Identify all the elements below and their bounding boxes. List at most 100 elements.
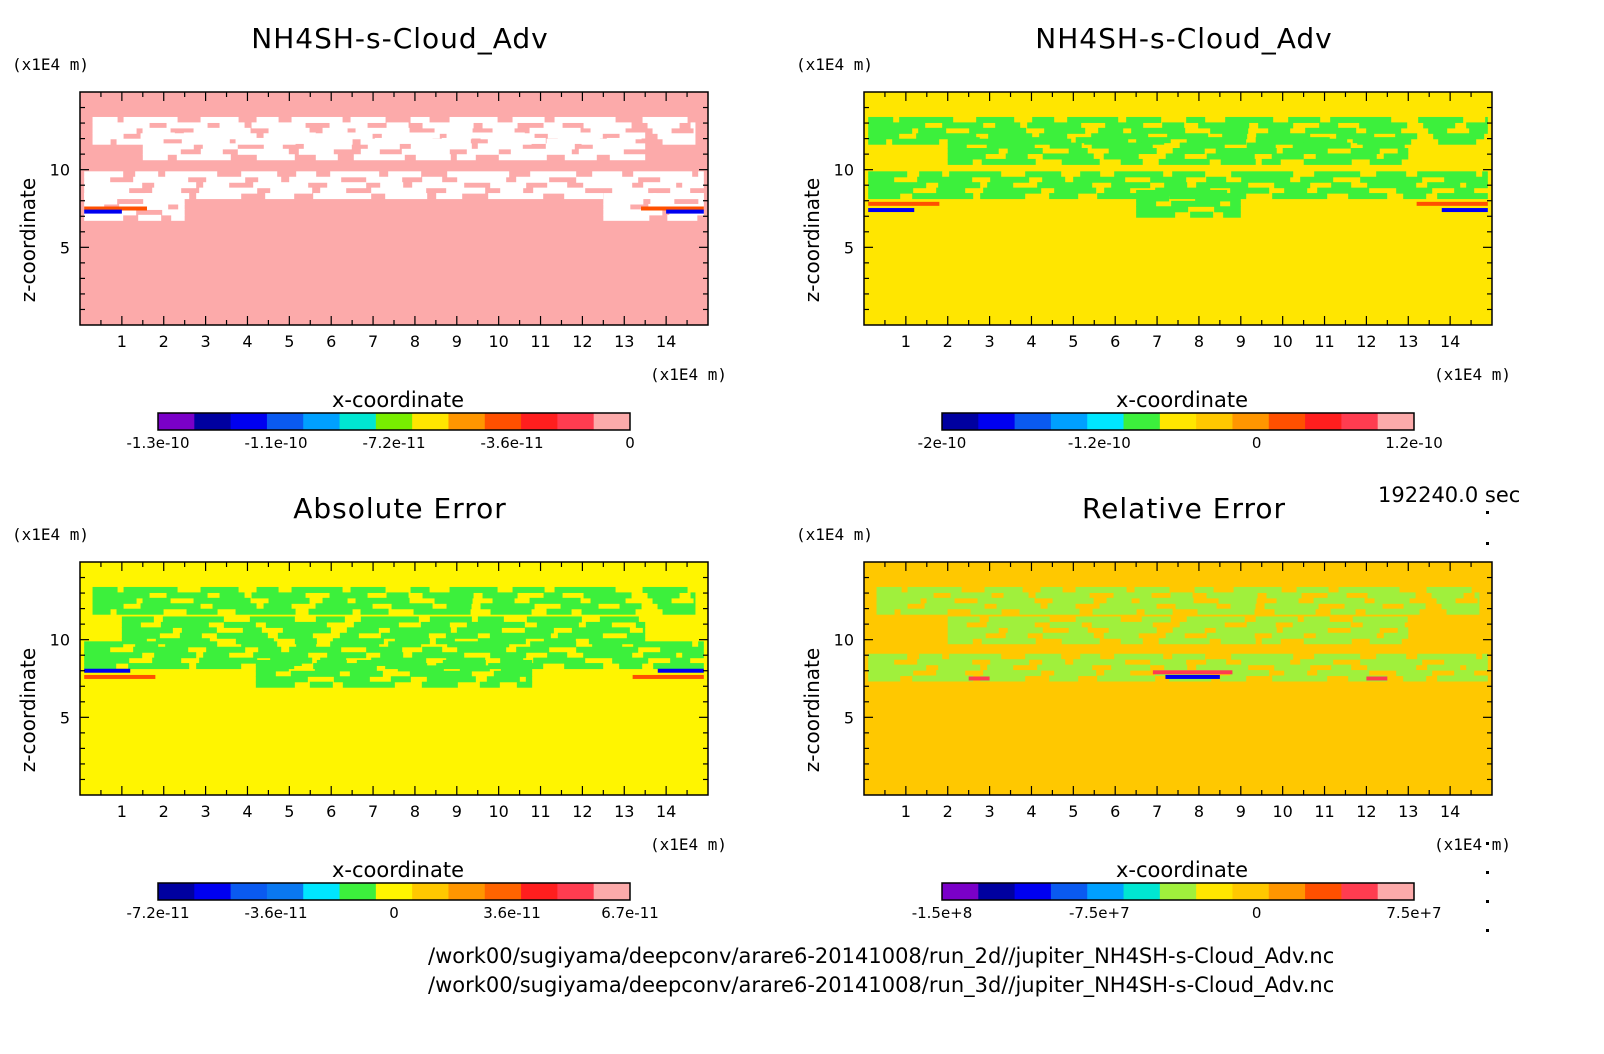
cloud-patch [1474,592,1480,599]
cloud-patch [216,632,268,639]
cloud-patch [388,641,422,648]
cloud-patch [1186,116,1206,123]
contour-band [1441,208,1488,213]
cloud-patch [1230,670,1270,677]
cloud-patch [868,122,926,129]
cloud-patch [121,616,154,623]
cloud-patch [92,586,118,593]
cloud-patch [429,616,472,623]
cloud-patch [1210,127,1249,134]
cloud-patch [142,137,162,144]
cloud-patch [1230,603,1256,610]
cloud-patch [1331,664,1352,671]
cloud-patch [1196,664,1249,671]
cloud-patch [868,171,908,178]
cloud-patch [554,116,616,123]
cloud-patch [1052,597,1094,604]
colorbar-swatch [1196,413,1233,430]
x-tick-label: 13 [614,332,634,351]
cloud-patch [988,137,1050,144]
colorbar-frame [941,412,1415,431]
colorbar-label: -7.2e-11 [363,434,426,452]
x-tick-label: 1 [117,332,127,351]
colorbar-frame [941,882,1415,901]
cloud-patch [529,597,581,604]
cloud-patch [1241,176,1291,183]
cloud-patch [693,127,696,134]
cloud-patch [84,182,143,189]
contour-band [968,676,990,681]
cloud-patch [1049,193,1079,200]
cloud-patch [155,638,210,645]
colorbar-swatch [158,883,195,900]
cloud-patch [489,632,551,639]
cloud-patch [1336,133,1375,140]
cloud-patch [479,681,500,688]
cloud-patch [912,675,974,682]
cloud-patch [1113,592,1152,599]
cloud-patch [986,621,1035,628]
cloud-patch [1444,659,1488,666]
cloud-patch [1172,171,1206,178]
cloud-patch [181,137,230,144]
cloud-patch [1186,616,1245,623]
cloud-patch [255,670,276,677]
cloud-patch [482,122,518,129]
cloud-patch [265,193,295,200]
cloud-patch [339,632,359,639]
x-tick-label: 2 [159,332,169,351]
cloud-patch [1427,664,1461,671]
cloud-patch [253,652,309,659]
chart-panel: Relative Error (x1E4 m) (x1E4 m) z-coordina… [784,470,1564,940]
cloud-patch [449,116,498,123]
cloud-patch [1150,176,1187,183]
cloud-patch [1108,627,1157,634]
cloud-patch [1035,592,1090,599]
x-tick-label: 6 [1110,802,1120,821]
x-tick-label: 1 [901,332,911,351]
cloud-patch [1376,653,1407,660]
cloud-patch [92,122,150,129]
cloud-patch [242,627,262,634]
cloud-patch [1300,659,1334,666]
z-tick-label: 5 [60,238,70,257]
cloud-patch [286,137,348,144]
cloud-patch [1231,653,1294,660]
cloud-patch [490,182,527,189]
cloud-patch [1362,621,1405,628]
cloud-patch [868,138,887,145]
cloud-patch [652,127,672,134]
colorbar-label: 7.5e+7 [1386,904,1441,922]
cloud-patch [560,603,599,610]
file-path-3d: /work00/sugiyama/deepconv/arare6-2014100… [428,973,1335,997]
cloud-patch [1054,670,1097,677]
cloud-patch [876,597,921,604]
cloud-patch [410,116,430,123]
cloud-patch [603,214,650,221]
cloud-patch [988,133,1033,140]
x-tick-label: 11 [1314,802,1334,821]
cloud-patch [547,652,568,659]
x-tick-label: 3 [201,802,211,821]
cloud-patch [200,148,223,155]
cloud-patch [152,187,182,194]
cloud-patch [647,122,680,129]
x-tick-label: 4 [242,332,252,351]
cloud-patch [1206,659,1227,666]
cloud-patch [143,198,185,205]
cloud-patch [1348,193,1388,200]
cloud-patch [360,148,380,155]
cloud-patch [166,122,208,129]
z-tick-label: 10 [834,631,854,650]
cloud-patch [166,592,208,599]
x-tick-label: 6 [326,332,336,351]
cloud-patch [171,214,185,221]
cloud-patch [1288,116,1321,123]
cloud-patch [1171,200,1221,207]
cloud-patch [291,116,343,123]
cloud-patch [256,154,295,161]
cloud-patch [1111,664,1151,671]
x-tick-label: 5 [284,802,294,821]
cloud-patch [1103,632,1139,639]
x-tick-label: 14 [1440,802,1460,821]
